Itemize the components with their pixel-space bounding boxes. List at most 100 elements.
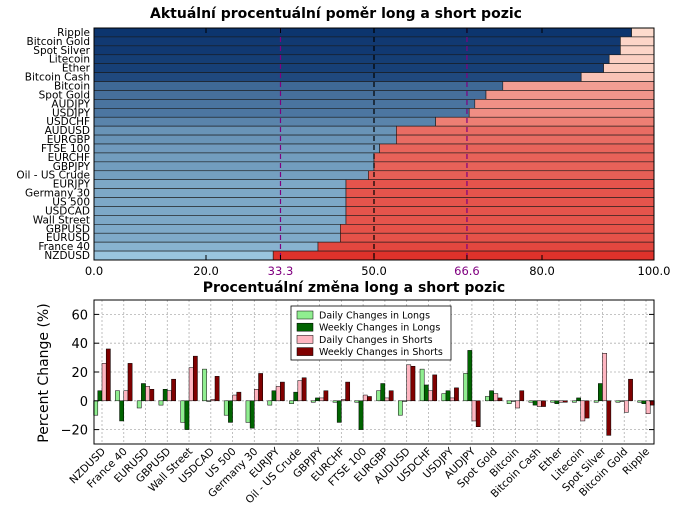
x-tick-label: 20.0 bbox=[193, 264, 219, 278]
change-bar bbox=[127, 363, 133, 402]
change-bar bbox=[376, 390, 381, 402]
short-bar bbox=[502, 81, 655, 91]
category-label: AUDUSD bbox=[45, 125, 90, 137]
change-bar bbox=[267, 400, 273, 406]
change-bar bbox=[388, 390, 394, 402]
long-bar bbox=[93, 27, 632, 38]
long-bar bbox=[93, 36, 621, 47]
change-bar bbox=[454, 387, 459, 402]
change-bar bbox=[489, 390, 494, 402]
legend-label: Daily Changes in Shorts bbox=[319, 335, 433, 346]
legend-swatch bbox=[296, 347, 314, 356]
change-bar bbox=[123, 390, 129, 402]
change-bar bbox=[428, 390, 433, 402]
change-bar bbox=[214, 376, 220, 402]
short-bar bbox=[485, 90, 655, 100]
change-bar bbox=[598, 383, 603, 402]
category-label: Germany 30 bbox=[25, 188, 90, 200]
change-bar bbox=[593, 400, 599, 403]
short-bar bbox=[620, 36, 655, 47]
change-bar bbox=[562, 400, 568, 403]
long-bar bbox=[93, 108, 470, 118]
change-bar bbox=[358, 400, 364, 430]
change-bar bbox=[410, 365, 416, 402]
category-label: Bitcoin Cash bbox=[25, 72, 90, 84]
long-bar bbox=[93, 99, 476, 109]
change-bar bbox=[419, 368, 425, 402]
category-label: USDJPY bbox=[52, 107, 91, 119]
change-bar bbox=[258, 373, 263, 402]
change-bar bbox=[236, 391, 242, 402]
category-label: Bitcoin bbox=[54, 81, 90, 93]
long-bar bbox=[93, 206, 347, 216]
change-bar bbox=[354, 400, 360, 403]
legend-swatch bbox=[296, 335, 314, 344]
legend bbox=[290, 305, 452, 361]
change-bar bbox=[536, 400, 542, 407]
category-label: NZDUSD bbox=[44, 250, 90, 262]
chart2-title: Procentuální změna long a short pozic bbox=[203, 280, 505, 296]
change-bar bbox=[341, 399, 346, 402]
change-bar bbox=[602, 353, 607, 402]
change-bar bbox=[572, 400, 577, 403]
long-bar bbox=[93, 81, 504, 91]
short-bar bbox=[345, 188, 655, 198]
legend-label: Weekly Changes in Longs bbox=[319, 323, 440, 334]
change-bar bbox=[558, 400, 564, 403]
change-bar bbox=[515, 400, 520, 409]
change-bar bbox=[441, 393, 447, 402]
change-bar bbox=[280, 381, 285, 402]
change-bar bbox=[105, 348, 111, 402]
change-bar bbox=[497, 397, 503, 402]
short-bar bbox=[373, 161, 655, 172]
change-bar bbox=[576, 397, 581, 402]
change-bar bbox=[449, 397, 455, 402]
category-label: EURCHF bbox=[48, 152, 90, 164]
change-bar bbox=[192, 355, 198, 402]
category-label: USDCHF bbox=[46, 116, 90, 128]
change-bar bbox=[162, 389, 168, 402]
change-bar bbox=[380, 383, 386, 402]
short-bar bbox=[373, 152, 655, 163]
long-bar bbox=[93, 45, 621, 56]
category-label: Spot Gold bbox=[39, 89, 90, 101]
long-bar bbox=[93, 188, 347, 198]
change-bar bbox=[97, 390, 103, 402]
short-bar bbox=[345, 197, 655, 207]
change-bar bbox=[645, 400, 651, 415]
change-bar bbox=[245, 400, 251, 423]
change-bar bbox=[202, 368, 207, 402]
change-bar bbox=[510, 400, 516, 402]
change-bar bbox=[275, 386, 281, 402]
change-bar bbox=[641, 400, 647, 404]
y-tick-label: 0 bbox=[80, 395, 88, 410]
change-bar bbox=[432, 374, 438, 402]
long-bar bbox=[93, 63, 604, 73]
change-bar bbox=[402, 400, 407, 402]
long-bar bbox=[93, 134, 397, 145]
change-bar bbox=[445, 390, 451, 402]
change-bar bbox=[532, 400, 538, 406]
short-bar bbox=[345, 215, 655, 225]
change-bar bbox=[471, 400, 477, 422]
long-bar bbox=[93, 72, 582, 82]
change-bar bbox=[171, 378, 176, 402]
change-bar bbox=[223, 400, 229, 416]
change-bar bbox=[310, 400, 316, 403]
category-label: GBPJPY bbox=[53, 161, 91, 173]
change-bar bbox=[332, 400, 338, 403]
change-bar bbox=[615, 400, 621, 403]
change-bar bbox=[315, 397, 320, 402]
change-bar bbox=[541, 400, 546, 407]
change-bar bbox=[206, 400, 212, 402]
category-label: Bitcoin Gold bbox=[27, 36, 91, 48]
short-bar bbox=[580, 72, 655, 82]
x-tick-label: 100.0 bbox=[638, 264, 671, 278]
legend-swatch bbox=[296, 310, 314, 320]
x-tick-label: 80.0 bbox=[529, 264, 555, 278]
change-bar bbox=[367, 396, 372, 402]
short-bar bbox=[603, 63, 655, 73]
change-bar bbox=[115, 390, 120, 402]
x-tick-label: 33.3 bbox=[268, 264, 294, 278]
